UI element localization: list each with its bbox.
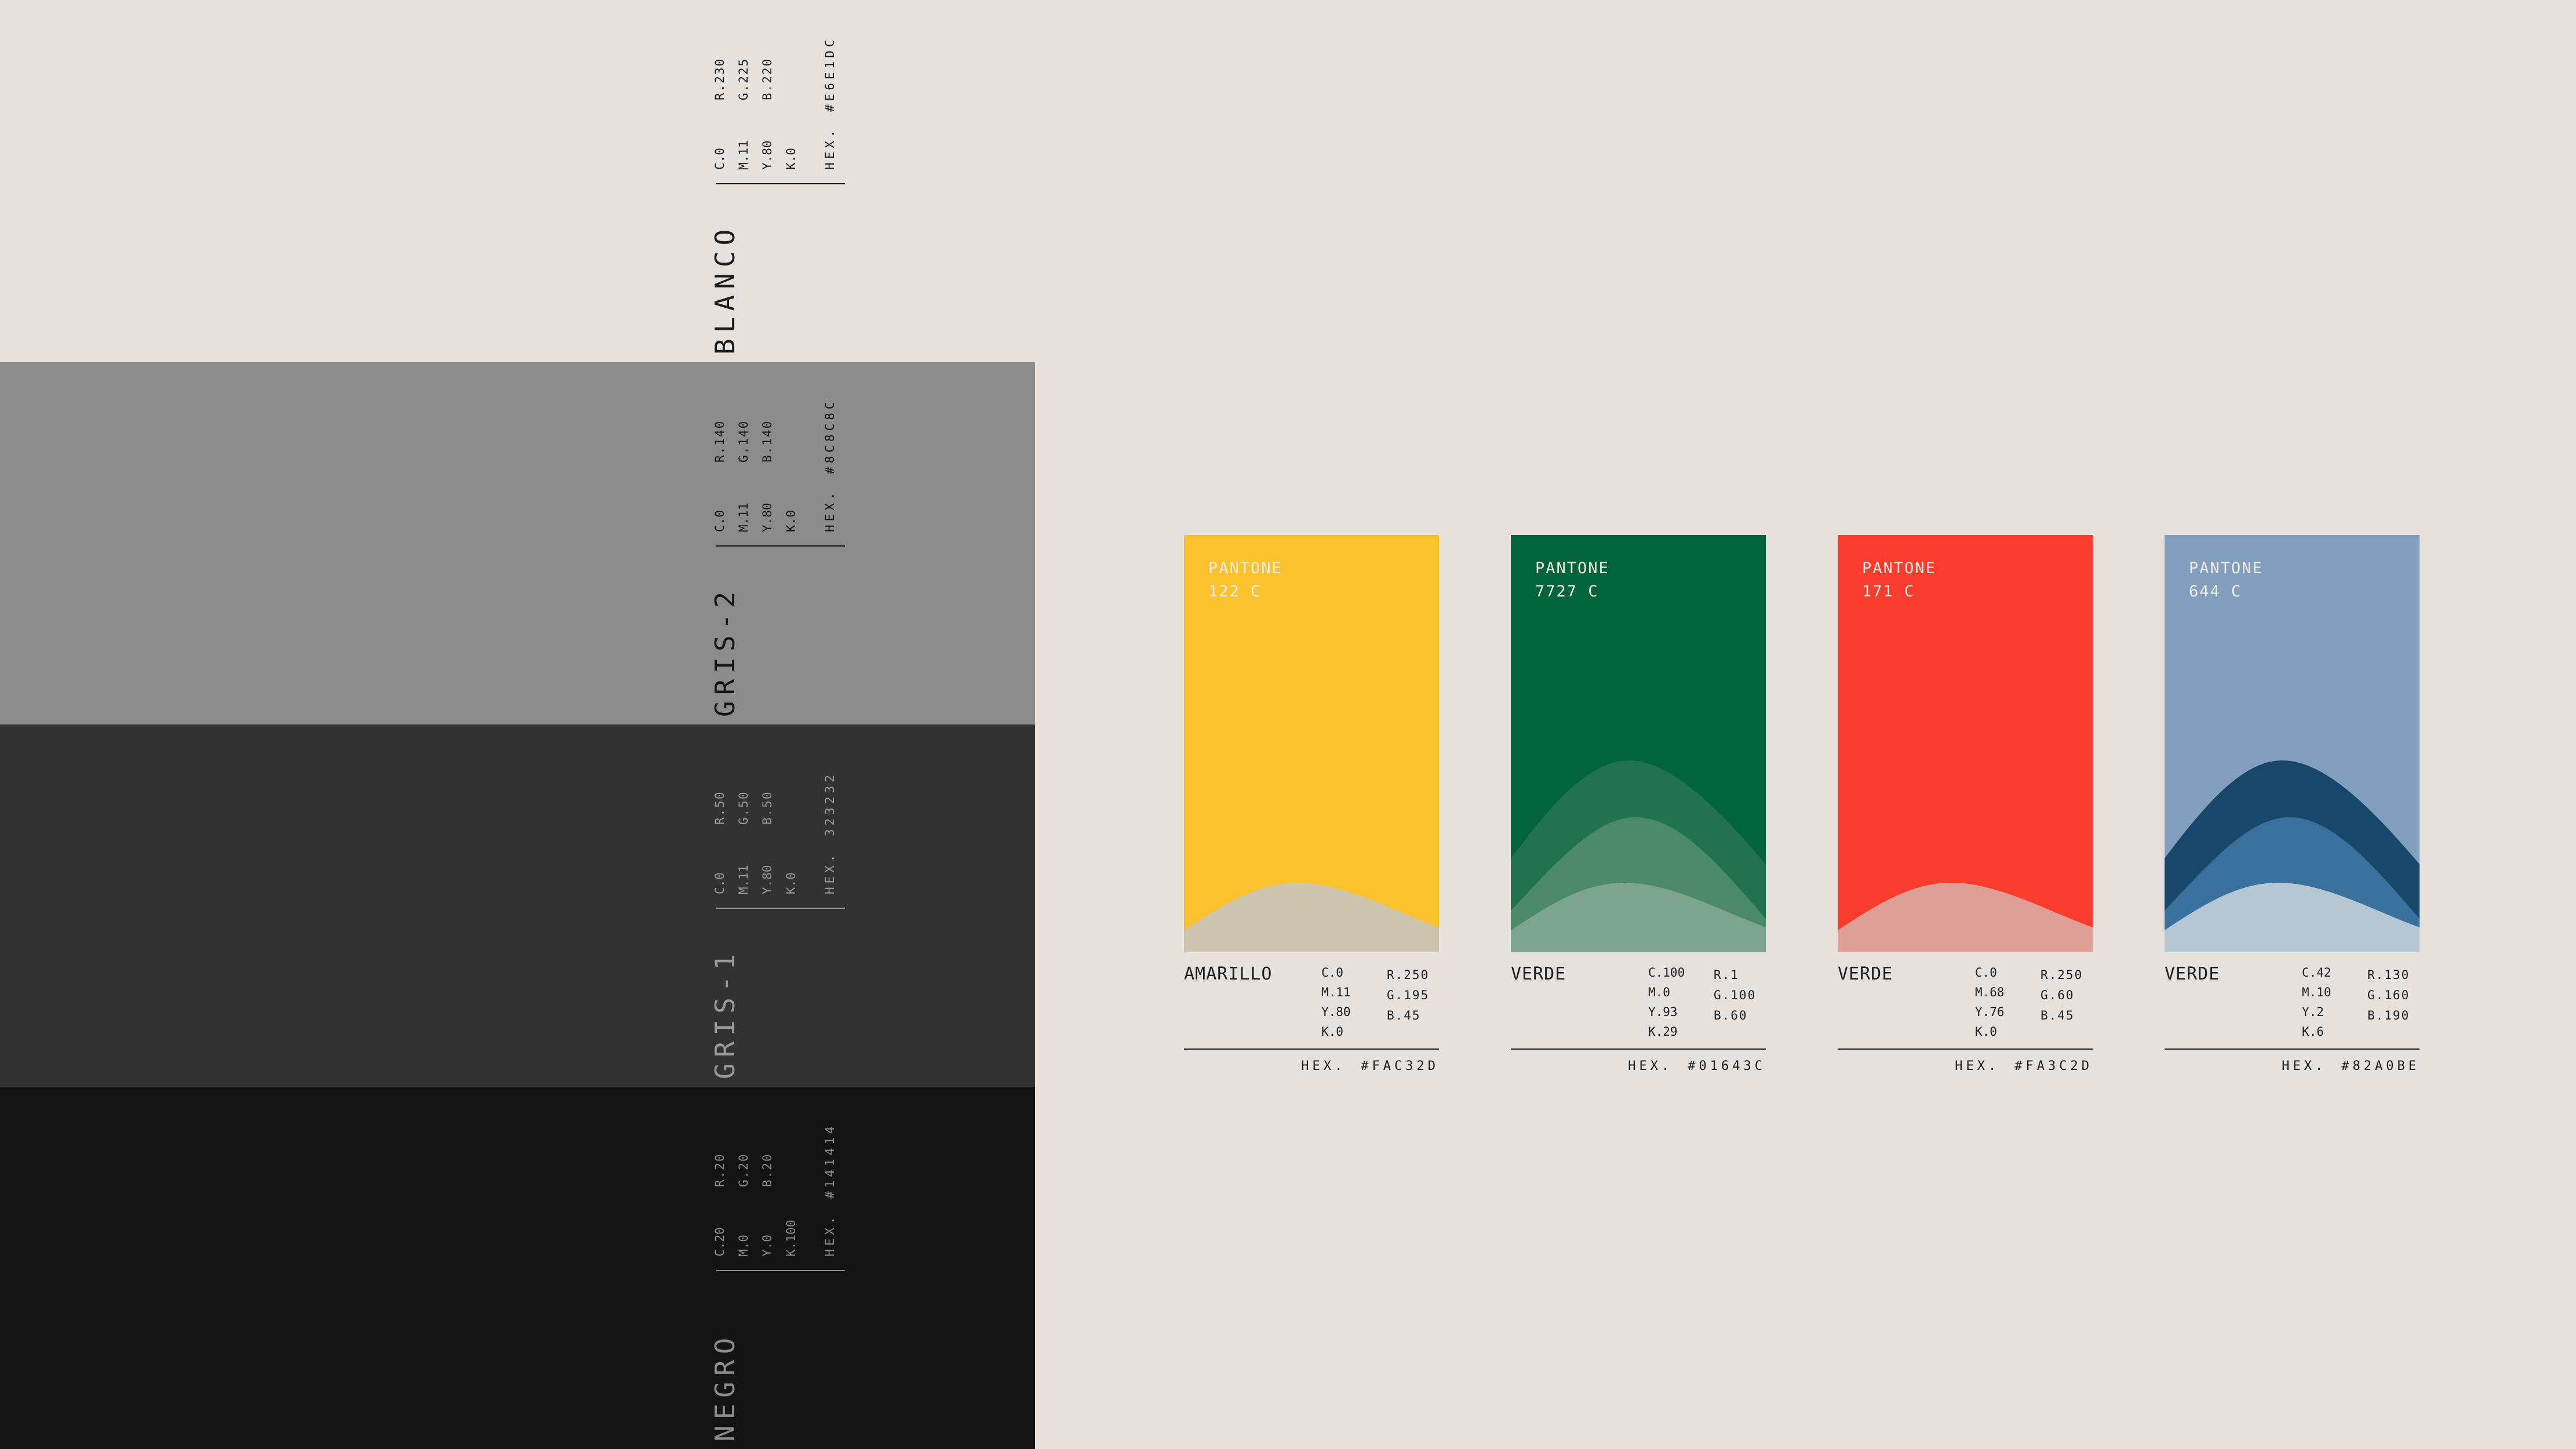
hex-value: #82A0BE (2341, 1059, 2420, 1073)
rgb-value: R.130 (2367, 968, 2410, 982)
cmyk-value: K.0 (1321, 1025, 1343, 1039)
rgb-value: G.100 (1714, 988, 1757, 1002)
pantone-card-amarillo: PANTONE 122 C AMARILLO C.0 M.11 Y.80 K.0… (1184, 535, 1439, 1097)
pantone-word: PANTONE (1862, 559, 1936, 577)
color-bands-panel: BLANCO C.0 R.230 M.11 G.225 Y.80 B.220 K.0 … (0, 0, 1035, 1449)
color-swatch: PANTONE 122 C (1184, 535, 1439, 952)
rgb-value: R.250 (2041, 968, 2083, 982)
cmyk-value: M.11 (1321, 985, 1351, 999)
cmyk-value: K.29 (1648, 1025, 1678, 1039)
cmyk-value: K.6 (2302, 1025, 2324, 1039)
rgb-value: G.195 (1387, 988, 1430, 1002)
color-swatch: PANTONE 644 C (2165, 535, 2420, 952)
hex-row: HEX. #FAC32D (1301, 1059, 1439, 1073)
hex-label: HEX. (2282, 1059, 2327, 1073)
divider-line (1511, 1048, 1766, 1050)
hex-row: HEX. #82A0BE (2282, 1059, 2420, 1073)
pantone-label: PANTONE 7727 C (1535, 557, 1609, 603)
color-band-blanco: BLANCO C.0 R.230 M.11 G.225 Y.80 B.220 K.0 … (0, 0, 1035, 362)
rgb-value: G.160 (2367, 988, 2410, 1002)
card-info: VERDE C.42 M.10 Y.2 K.6 R.130 G.160 B.19… (2165, 952, 2420, 1097)
wave-graphic (1511, 760, 1766, 952)
divider-line (2165, 1048, 2420, 1050)
card-color-name: AMARILLO (1184, 964, 1273, 984)
cmyk-value: C.100 (1648, 966, 1685, 980)
rgb-value: B.190 (2367, 1009, 2410, 1022)
wave-hill (1184, 883, 1439, 952)
hex-row: HEX. #FA3C2D (1955, 1059, 2093, 1073)
card-color-name: VERDE (2165, 964, 2220, 984)
hex-label: HEX. (1301, 1059, 1346, 1073)
cmyk-column: C.42 M.10 Y.2 K.6 (2302, 963, 2331, 1042)
cmyk-value: Y.2 (2302, 1005, 2324, 1019)
color-swatch: PANTONE 171 C (1838, 535, 2093, 952)
hex-value: #FA3C2D (2014, 1059, 2093, 1073)
wave-hill (1838, 883, 2093, 952)
color-band-negro: NEGRO C.20 R.20 M.0 G.20 Y.0 B.20 K.100 HEX… (0, 1087, 1035, 1449)
divider-line (1838, 1048, 2093, 1050)
pantone-card-verde-red: PANTONE 171 C VERDE C.0 M.68 Y.76 K.0 R.… (1838, 535, 2093, 1097)
wave-graphic (1838, 883, 2093, 952)
cmyk-value: C.42 (2302, 966, 2331, 980)
pantone-word: PANTONE (1208, 559, 1282, 577)
pantone-label: PANTONE 644 C (2189, 557, 2263, 603)
cmyk-value: M.68 (1975, 985, 2005, 999)
pantone-card-verde-green: PANTONE 7727 C VERDE C.100 M.0 Y.93 K.29 (1511, 535, 1766, 1097)
rgb-value: R.1 (1714, 968, 1739, 982)
color-band-gris-2: GRIS-2 C.0 R.140 M.11 G.140 Y.80 B.140 K.0 … (0, 362, 1035, 724)
rgb-value: B.45 (1387, 1009, 1421, 1022)
cmyk-column: C.0 M.68 Y.76 K.0 (1975, 963, 2005, 1042)
rgb-value: B.60 (1714, 1009, 1748, 1022)
hex-label: HEX. (1955, 1059, 2000, 1073)
card-color-name: VERDE (1511, 964, 1566, 984)
rgb-value: G.60 (2041, 988, 2075, 1002)
pantone-word: PANTONE (1535, 559, 1609, 577)
color-band-gris-1: GRIS-1 C.0 R.50 M.11 G.50 Y.80 B.50 K.0 HEX… (0, 724, 1035, 1087)
cmyk-value: C.0 (1975, 966, 1997, 980)
pantone-code: 171 C (1862, 582, 1915, 600)
color-swatch: PANTONE 7727 C (1511, 535, 1766, 952)
pantone-label: PANTONE 171 C (1862, 557, 1936, 603)
rgb-column: R.250 G.60 B.45 (2041, 965, 2083, 1026)
cmyk-value: Y.93 (1648, 1005, 1678, 1019)
hex-value: #01643C (1688, 1059, 1766, 1073)
card-info: AMARILLO C.0 M.11 Y.80 K.0 R.250 G.195 B… (1184, 952, 1439, 1097)
wave-graphic (1184, 883, 1439, 952)
rgb-column: R.130 G.160 B.190 (2367, 965, 2410, 1026)
pantone-code: 7727 C (1535, 582, 1599, 600)
pantone-code: 644 C (2189, 582, 2242, 600)
cmyk-value: K.0 (1975, 1025, 1997, 1039)
rgb-value: B.45 (2041, 1009, 2075, 1022)
cmyk-column: C.0 M.11 Y.80 K.0 (1321, 963, 1351, 1042)
cmyk-value: M.0 (1648, 985, 1670, 999)
pantone-card-verde-blue: PANTONE 644 C VERDE C.42 M.10 Y.2 K.6 (2165, 535, 2420, 1097)
pantone-word: PANTONE (2189, 559, 2263, 577)
pantone-code: 122 C (1208, 582, 1262, 600)
divider-line (1184, 1048, 1439, 1050)
cmyk-value: Y.76 (1975, 1005, 2005, 1019)
card-info: VERDE C.0 M.68 Y.76 K.0 R.250 G.60 B.45 … (1838, 952, 2093, 1097)
card-info: VERDE C.100 M.0 Y.93 K.29 R.1 G.100 B.60… (1511, 952, 1766, 1097)
hex-row: HEX. #01643C (1628, 1059, 1766, 1073)
cmyk-value: C.0 (1321, 966, 1343, 980)
cmyk-value: Y.80 (1321, 1005, 1351, 1019)
rgb-column: R.1 G.100 B.60 (1714, 965, 1756, 1026)
wave-graphic (2165, 760, 2420, 952)
wave-hill-small (2165, 883, 2420, 952)
rgb-column: R.250 G.195 B.45 (1387, 965, 1429, 1026)
cmyk-value: M.10 (2302, 985, 2331, 999)
cmyk-column: C.100 M.0 Y.93 K.29 (1648, 963, 1685, 1042)
card-color-name: VERDE (1838, 964, 1893, 984)
wave-hill-small (1511, 883, 1766, 952)
hex-value: #FAC32D (1361, 1059, 1439, 1073)
rgb-value: R.250 (1387, 968, 1430, 982)
pantone-label: PANTONE 122 C (1208, 557, 1282, 603)
hex-label: HEX. (1628, 1059, 1673, 1073)
